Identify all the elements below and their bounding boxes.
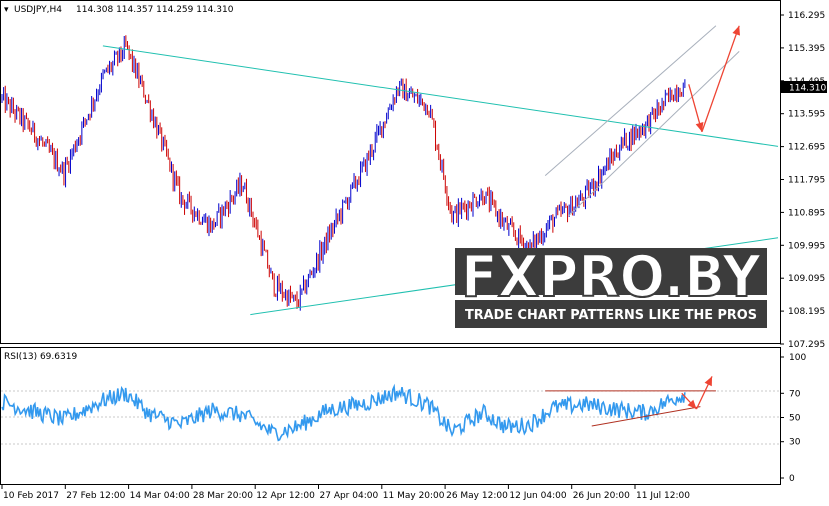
watermark-logo: FXPRO.BY TRADE CHART PATTERNS LIKE THE P… [455, 243, 767, 328]
time-tick-label: 12 Jun 04:00 [509, 491, 566, 501]
rsi-plot [1, 376, 716, 442]
price-tick-label: 111.795 [788, 176, 825, 186]
rsi-forecast-up-arrow [695, 376, 713, 410]
time-tick-label: 28 Mar 20:00 [193, 491, 253, 501]
ohlc-values: 114.308 114.357 114.259 114.310 [76, 5, 234, 15]
price-tick-label: 110.895 [788, 208, 825, 218]
rsi-forecast-down-arrow [681, 392, 697, 410]
rsi-line [1, 383, 686, 442]
logo-tagline: TRADE CHART PATTERNS LIKE THE PROS [465, 307, 757, 323]
current-price-label: 114.310 [789, 84, 826, 94]
price-tick-label: 109.095 [788, 274, 825, 284]
price-tick-label: 109.995 [788, 241, 825, 251]
logo-tagline-bar [455, 300, 767, 328]
rsi-tick-label: 0 [789, 474, 795, 484]
time-tick-label: 26 May 12:00 [446, 491, 508, 501]
price-tick-label: 114.495 [788, 77, 825, 87]
channel-upper-line [544, 25, 717, 177]
rsi-panel-frame [0, 347, 781, 485]
price-axis: 116.295 115.395 114.495 113.595 112.695 111.7… [780, 11, 825, 350]
rsi-axis: 100 70 50 30 0 [780, 353, 806, 484]
symbol-timeframe-label: USDJPY,H4 [14, 5, 62, 15]
price-tick-label: 116.295 [788, 11, 825, 21]
price-tick-label: 113.595 [788, 110, 825, 120]
rsi-support-line [591, 406, 701, 427]
rsi-indicator-label: RSI(13) 69.6319 [4, 352, 77, 362]
current-price-marker: 114.310 [781, 81, 827, 94]
channel-lower-line [568, 51, 740, 217]
rsi-tick-label: 50 [789, 414, 801, 424]
time-tick-label: 27 Feb 12:00 [66, 491, 125, 501]
time-tick-label: 10 Feb 2017 [3, 491, 59, 501]
price-tick-label: 107.295 [788, 340, 825, 350]
time-tick-label: 14 Mar 04:00 [130, 491, 190, 501]
price-tick-label: 112.695 [788, 143, 825, 153]
time-tick-label: 11 Jul 12:00 [636, 491, 690, 501]
rsi-tick-label: 70 [789, 389, 801, 399]
time-tick-label: 27 Apr 04:00 [320, 491, 379, 501]
logo-background [455, 248, 767, 295]
time-tick-label: 26 Jun 20:00 [573, 491, 630, 501]
price-tick-label: 115.395 [788, 44, 825, 54]
rsi-tick-label: 100 [789, 353, 806, 363]
upper-resistance-line [102, 45, 779, 147]
time-tick-label: 12 Apr 12:00 [256, 491, 315, 501]
price-plot [1, 25, 779, 316]
chart-menu-icon[interactable]: ▾ [4, 5, 9, 15]
price-tick-label: 108.195 [788, 307, 825, 317]
rsi-tick-label: 30 [789, 438, 801, 448]
logo-brand-text: FXPRO.BY [461, 244, 762, 310]
forecast-up-arrow [701, 25, 740, 133]
time-axis: 10 Feb 2017 27 Feb 12:00 14 Mar 04:00 28 Ma… [1, 485, 690, 501]
time-tick-label: 11 May 20:00 [383, 491, 445, 501]
forecast-down-arrow [688, 84, 704, 132]
